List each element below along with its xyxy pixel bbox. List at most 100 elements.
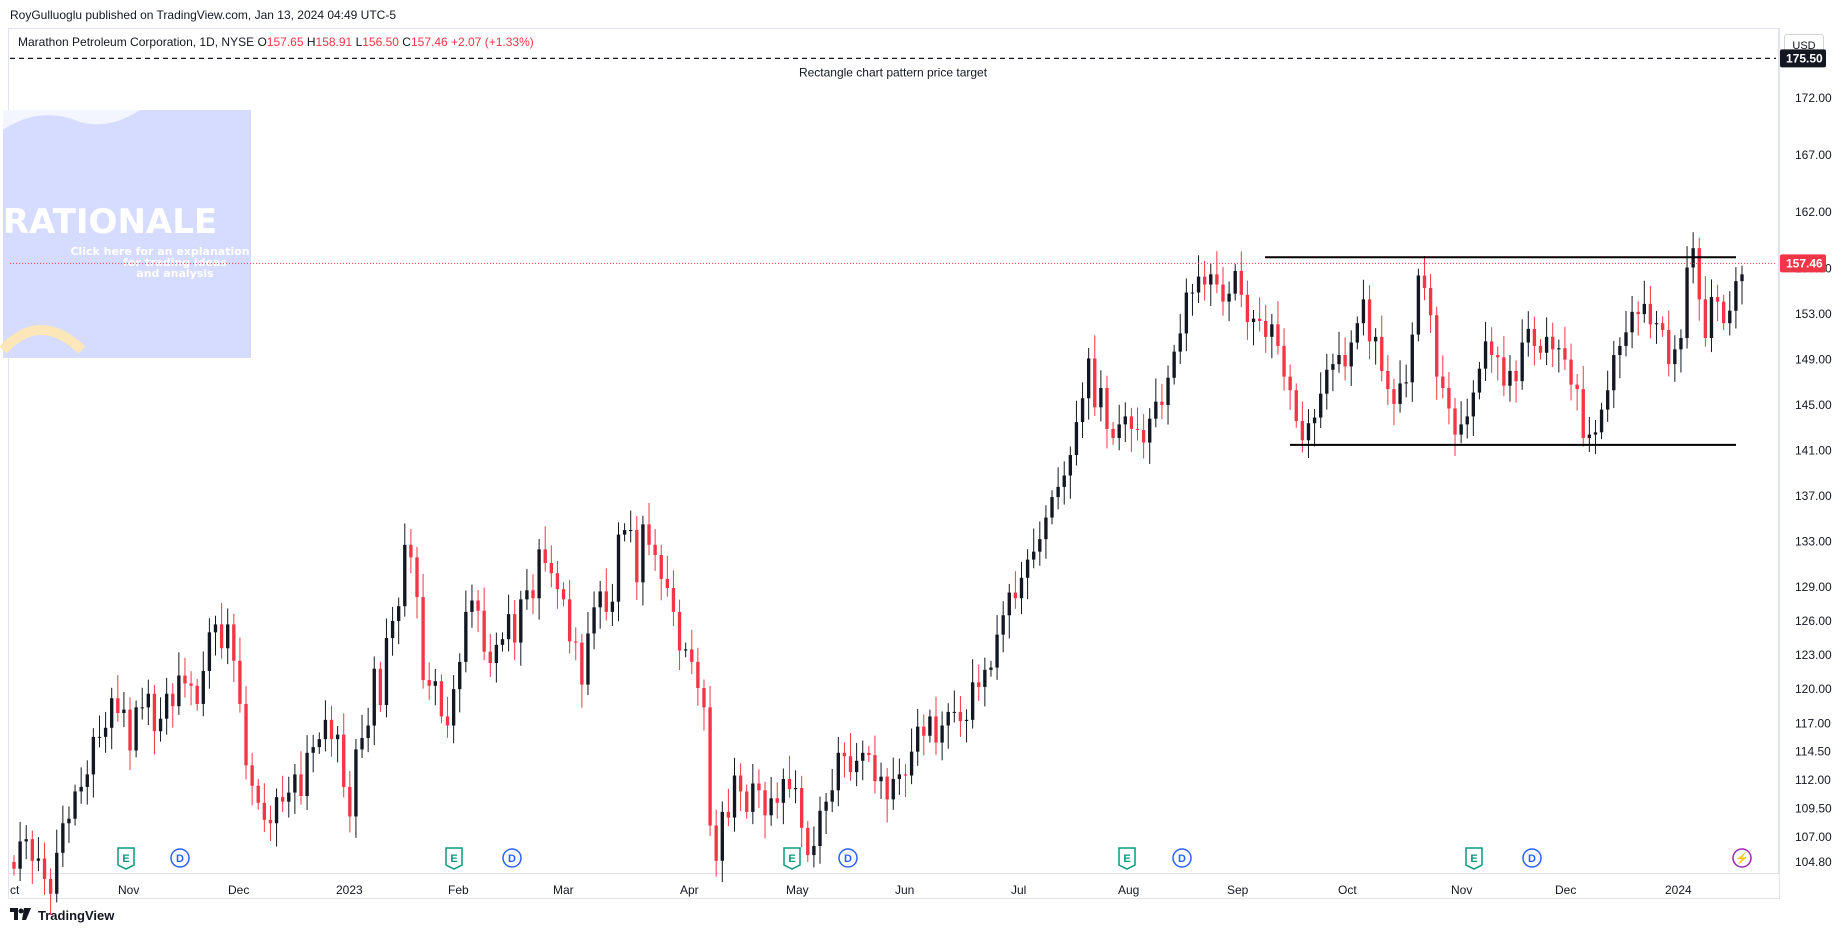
- candle-body: [592, 607, 596, 634]
- footer-brand[interactable]: TradingView: [10, 908, 114, 923]
- candle: [18, 821, 22, 882]
- candle: [1465, 398, 1469, 439]
- candle: [1697, 237, 1701, 321]
- candle: [861, 740, 865, 781]
- candle: [1422, 255, 1427, 301]
- earnings-badge[interactable]: E: [117, 847, 135, 870]
- candle-body: [977, 682, 981, 687]
- candle: [256, 778, 260, 810]
- open-label: O: [257, 35, 267, 49]
- candle-body: [1264, 320, 1268, 337]
- earnings-badge[interactable]: E: [1465, 847, 1483, 870]
- candle-body: [134, 707, 138, 751]
- candle-body: [73, 791, 77, 819]
- dividend-badge[interactable]: D: [502, 848, 522, 868]
- event-badge-label: D: [1528, 853, 1536, 865]
- candle-body: [183, 675, 187, 684]
- target-annotation-label: Rectangle chart pattern price target: [799, 65, 988, 79]
- promo-card[interactable]: RATIONALE Click here for an explanation …: [0, 110, 251, 358]
- candle-body: [946, 711, 950, 726]
- candle-body: [1538, 345, 1543, 353]
- candle-body: [1172, 351, 1176, 378]
- news-badge[interactable]: ⚡: [1732, 848, 1752, 868]
- dividend-badge[interactable]: D: [170, 848, 190, 868]
- candle-body: [1062, 475, 1066, 487]
- candle-body: [1166, 377, 1170, 406]
- price-tick-label: 141.00: [1795, 444, 1832, 458]
- candle: [366, 707, 370, 753]
- time-axis[interactable]: ct Nov Dec 2023 Feb Mar Apr May Jun Jul Aug Sep Oct N…: [10, 883, 1692, 897]
- candle-body: [1367, 299, 1372, 342]
- candle-body: [1520, 342, 1524, 382]
- candle: [451, 675, 456, 744]
- candle: [1563, 326, 1567, 371]
- candle-body: [323, 719, 328, 740]
- symbol-legend: Marathon Petroleum Corporation, 1D, NYSE…: [18, 35, 534, 49]
- candle: [1703, 276, 1708, 347]
- events-layer[interactable]: E D E D E D E D E D ⚡: [117, 847, 1752, 870]
- candle: [1074, 400, 1079, 466]
- candle-body: [1276, 324, 1280, 346]
- price-tick-label: 129.00: [1795, 580, 1832, 594]
- drawings-layer[interactable]: Rectangle chart pattern price target: [10, 57, 1776, 446]
- candle: [1447, 372, 1451, 425]
- candle-body: [1654, 323, 1659, 325]
- earnings-icon: [1118, 847, 1136, 870]
- candle-body: [1050, 497, 1054, 518]
- candle: [1245, 280, 1250, 340]
- candle: [1343, 337, 1347, 381]
- symbol-name[interactable]: Marathon Petroleum Corporation, 1D, NYSE: [18, 35, 255, 49]
- candle-body: [928, 716, 932, 736]
- candle-body: [1459, 424, 1463, 435]
- candle: [665, 555, 670, 597]
- candle-body: [256, 785, 260, 803]
- candle-body: [1111, 428, 1115, 438]
- candle: [647, 503, 651, 556]
- candle-body: [549, 563, 554, 574]
- candle-body: [244, 703, 248, 766]
- candle-body: [1502, 357, 1506, 386]
- chart-frame: [8, 28, 1780, 899]
- candle-body: [903, 774, 908, 776]
- candle: [1410, 322, 1414, 402]
- candle-body: [1428, 287, 1433, 316]
- event-badge-label: E: [450, 853, 457, 865]
- candle: [616, 522, 621, 622]
- candle: [421, 573, 425, 689]
- earnings-badge[interactable]: E: [445, 847, 463, 870]
- candle-body: [1141, 430, 1146, 443]
- candle: [671, 570, 676, 626]
- candle: [897, 758, 902, 795]
- candle-body: [696, 661, 700, 689]
- candle-body: [1642, 303, 1646, 315]
- candle: [818, 796, 822, 864]
- candle: [1380, 315, 1384, 382]
- dividend-badge[interactable]: D: [838, 848, 858, 868]
- candle: [513, 600, 517, 661]
- candle: [67, 806, 71, 843]
- candle: [1178, 313, 1182, 364]
- event-badge-label: E: [788, 853, 795, 865]
- candle-body: [1117, 424, 1121, 438]
- candle-body: [1044, 517, 1048, 540]
- candle: [97, 715, 102, 748]
- candle: [1135, 407, 1140, 441]
- candle: [317, 732, 321, 754]
- candle: [1630, 295, 1634, 349]
- candle-body: [1667, 330, 1671, 365]
- candle: [280, 775, 285, 813]
- candle-body: [793, 788, 798, 790]
- candle-body: [531, 590, 535, 599]
- dividend-badge[interactable]: D: [1172, 848, 1192, 868]
- event-badge-label: D: [508, 853, 516, 865]
- price-axis[interactable]: 104.80 107.00 109.50 112.00 114.50 117.00 120.…: [1780, 49, 1832, 869]
- candle-body: [1496, 355, 1500, 358]
- candle: [238, 637, 242, 713]
- earnings-badge[interactable]: E: [1118, 847, 1136, 870]
- dividend-badge[interactable]: D: [1522, 848, 1542, 868]
- candle-body: [683, 649, 688, 651]
- candle: [1612, 340, 1616, 408]
- earnings-badge[interactable]: E: [783, 847, 801, 870]
- candle-body: [36, 858, 41, 861]
